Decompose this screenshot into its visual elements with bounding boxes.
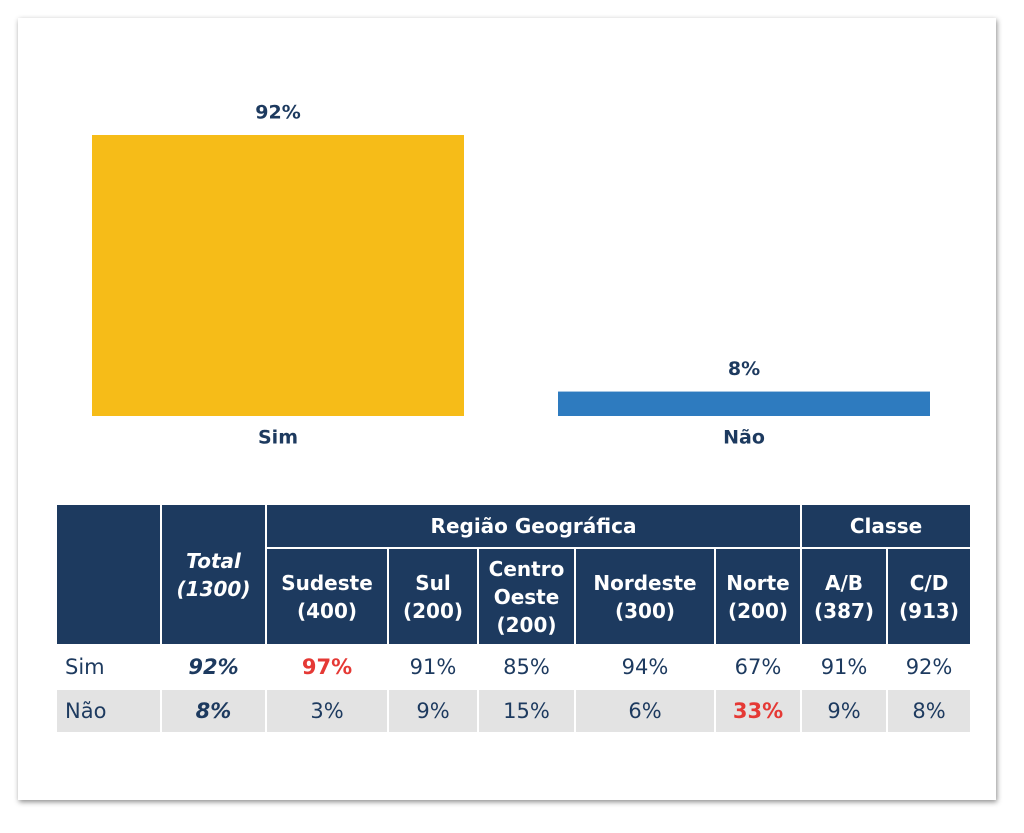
header-cell: Sudeste (400) — [265, 547, 389, 646]
header-text: Centro Oeste — [488, 556, 565, 609]
table-cell: 33% — [713, 688, 803, 734]
table-cell: 92% — [160, 644, 267, 690]
header-cell: Sul (200) — [387, 547, 479, 646]
table-cell: 94% — [574, 644, 716, 690]
header-group: Classe — [800, 503, 973, 549]
header-text: (200) — [496, 612, 557, 637]
table-cell: 67% — [713, 644, 803, 690]
category-label: Não — [723, 427, 765, 449]
header-cell: Total (1300) — [160, 503, 267, 646]
header-text: (400) — [296, 598, 358, 623]
header-group: Região Geográfica — [264, 503, 803, 549]
data-table: Total (1300) Região Geográfica Classe Sud… — [55, 503, 973, 734]
table-cell: 6% — [574, 688, 716, 734]
table-cell: 15% — [477, 688, 576, 734]
header-text: Total — [186, 548, 241, 573]
table-cell: 85% — [477, 644, 576, 690]
chart: 92% Sim 8% Não — [92, 102, 930, 449]
header-text: C/D — [909, 570, 949, 595]
value-label: 92% — [255, 102, 300, 124]
table-cell: 92% — [886, 644, 973, 690]
header-text: (300) — [614, 598, 676, 623]
header-text: (200) — [728, 598, 789, 623]
table-cell: 9% — [800, 688, 889, 734]
table-cell: 8% — [886, 688, 973, 734]
header-cell: Norte (200) — [713, 547, 803, 646]
header-cell: C/D (913) — [886, 547, 973, 646]
bar — [558, 391, 930, 416]
table-cell: 8% — [160, 688, 267, 734]
table-cell: 3% — [265, 688, 389, 734]
table-cell: Sim — [55, 644, 162, 690]
header-cell: A/B (387) — [800, 547, 889, 646]
table-cell: 97% — [265, 644, 389, 690]
value-label: 8% — [728, 358, 760, 380]
table-cell: Não — [55, 688, 162, 734]
header-text: Sul — [415, 570, 451, 595]
header-text: (200) — [402, 598, 464, 623]
header-text: A/B — [825, 570, 864, 595]
header-text: Norte — [726, 570, 790, 595]
table-cell: 9% — [387, 688, 479, 734]
header-cell — [55, 503, 162, 646]
table-cell: 91% — [800, 644, 889, 690]
category-label: Sim — [258, 427, 298, 449]
table-cell: 91% — [387, 644, 479, 690]
bar — [92, 135, 464, 416]
header-text: (1300) — [176, 576, 251, 601]
header-cell: Centro Oeste (200) — [477, 547, 576, 646]
header-text: Sudeste — [281, 570, 373, 595]
header-text: Nordeste — [593, 570, 697, 595]
header-cell: Nordeste (300) — [574, 547, 716, 646]
header-text: (913) — [899, 598, 960, 623]
header-text: (387) — [814, 598, 875, 623]
